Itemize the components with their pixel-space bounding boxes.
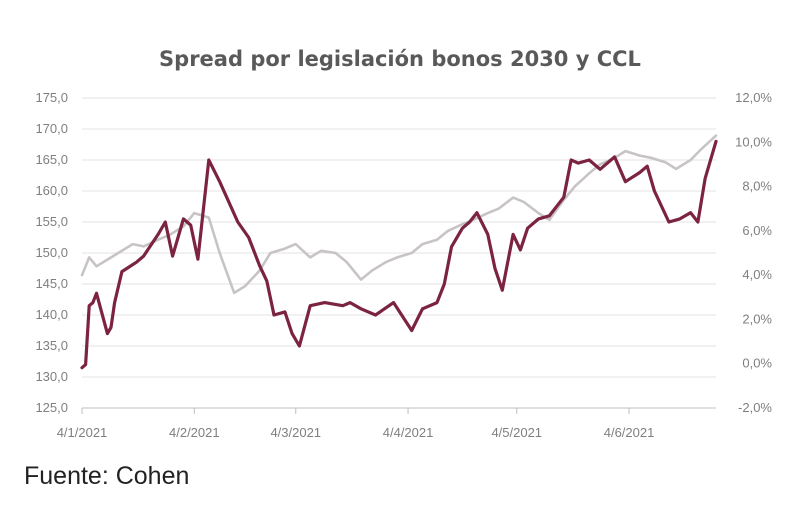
- x-tick-label: 4/2/2021: [169, 425, 220, 440]
- y2-tick-label: 2,0%: [742, 311, 772, 326]
- y-tick-label: 125,0: [35, 400, 68, 415]
- y-tick-label: 160,0: [35, 183, 68, 198]
- line-chart: Spread por legislación bonos 2030 y CCL …: [35, 47, 772, 440]
- x-tick-label: 4/1/2021: [57, 425, 108, 440]
- series-line-right-axis: [80, 134, 718, 295]
- y2-tick-label: 6,0%: [742, 223, 772, 238]
- y2-tick-label: -2,0%: [738, 400, 772, 415]
- y-tick-label: 165,0: [35, 152, 68, 167]
- x-tick-label: 4/5/2021: [491, 425, 542, 440]
- y-tick-label: 140,0: [35, 307, 68, 322]
- y2-tick-label: 4,0%: [742, 267, 772, 282]
- y2-tick-label: 12,0%: [735, 90, 772, 105]
- chart-title: Spread por legislación bonos 2030 y CCL: [159, 47, 641, 71]
- right-axis: -2,0% 0,0% 2,0% 4,0% 6,0% 8,0% 10,0% 12,0%: [735, 90, 772, 415]
- x-axis: 4/1/2021 4/2/2021 4/3/2021 4/4/2021 4/5/2021…: [57, 407, 716, 440]
- y-tick-label: 145,0: [35, 276, 68, 291]
- y-tick-label: 150,0: [35, 245, 68, 260]
- y-tick-label: 130,0: [35, 369, 68, 384]
- source-note: Fuente: Cohen: [24, 462, 190, 490]
- y-tick-label: 175,0: [35, 90, 68, 105]
- y2-tick-label: 0,0%: [742, 356, 772, 371]
- y2-tick-label: 8,0%: [742, 179, 772, 194]
- y-tick-label: 155,0: [35, 214, 68, 229]
- left-axis: 125,0 130,0 135,0 140,0 145,0 150,0 155,0 160,0…: [35, 90, 68, 415]
- series-group: [80, 134, 718, 370]
- x-tick-label: 4/6/2021: [604, 425, 655, 440]
- y-tick-label: 170,0: [35, 121, 68, 136]
- y2-tick-label: 10,0%: [735, 134, 772, 149]
- x-tick-label: 4/3/2021: [270, 425, 321, 440]
- x-tick-label: 4/4/2021: [383, 425, 434, 440]
- y-tick-label: 135,0: [35, 338, 68, 353]
- series-line-left-axis: [80, 139, 718, 370]
